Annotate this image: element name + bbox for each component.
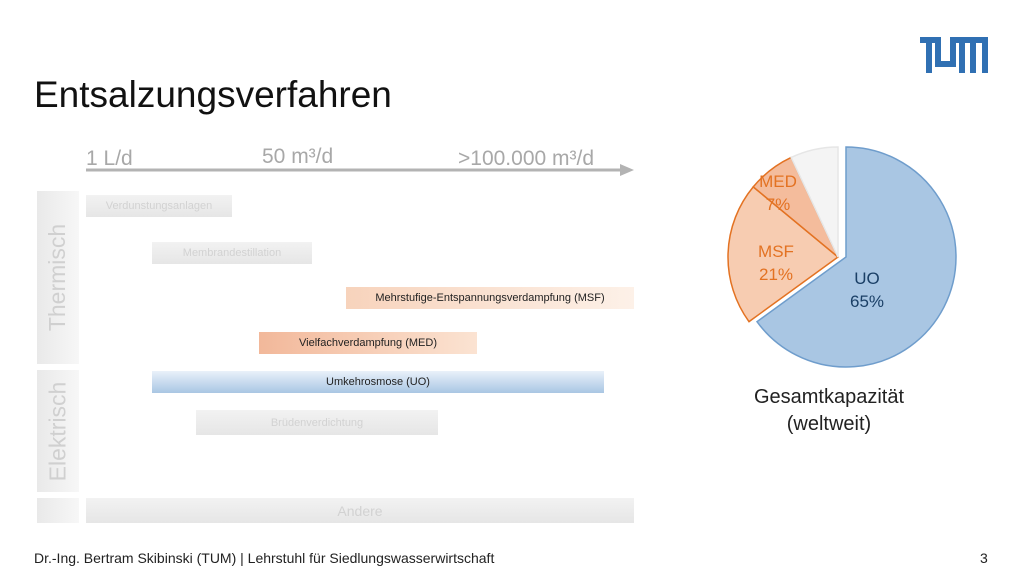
- pie-label-uo: UO 65%: [832, 267, 902, 313]
- process-bruedenverdichtung: Brüdenverdichtung: [196, 410, 438, 435]
- category-electric: Elektrisch: [37, 370, 79, 492]
- category-thermal: Thermisch: [37, 191, 79, 364]
- category-other: [37, 498, 79, 523]
- pie-label-med-value: 7%: [765, 195, 791, 214]
- pie-caption: Gesamtkapazität (weltweit): [712, 384, 946, 438]
- pie-caption-line1: Gesamtkapazität: [753, 386, 905, 408]
- pie-label-uo-value: 65%: [849, 292, 885, 311]
- pie-slice-msf: [727, 185, 840, 323]
- page-number: 3: [980, 550, 988, 566]
- capacity-pie-chart: [727, 146, 957, 368]
- category-electric-label: Elektrisch: [44, 381, 71, 481]
- slide-title: Entsalzungsverfahren: [34, 74, 392, 115]
- process-andere: Andere: [86, 498, 634, 523]
- scale-label-high: >100.000 m³/d: [458, 147, 595, 170]
- process-verdunstungsanlagen: Verdunstungsanlagen: [86, 195, 232, 217]
- process-med: Vielfachverdampfung (MED): [259, 332, 477, 354]
- footer-text: Dr.-Ing. Bertram Skibinski (TUM) | Lehrs…: [34, 550, 495, 566]
- process-uo: Umkehrosmose (UO): [152, 371, 604, 393]
- scale-label-mid: 50 m³/d: [262, 145, 334, 168]
- pie-label-med: MED 7%: [743, 170, 813, 216]
- pie-slice-other: [790, 146, 839, 258]
- scale-label-low: 1 L/d: [86, 147, 133, 170]
- pie-slice-uo: [755, 146, 957, 368]
- process-membrandestillation: Membrandestillation: [152, 242, 312, 264]
- scale-arrow-icon: [86, 164, 634, 176]
- category-thermal-label: Thermisch: [44, 223, 71, 332]
- tum-logo: [920, 37, 988, 73]
- pie-label-uo-name: UO: [854, 269, 880, 288]
- pie-label-msf-name: MSF: [758, 242, 794, 261]
- pie-caption-line2: (weltweit): [786, 413, 872, 435]
- process-msf: Mehrstufige-Entspannungsverdampfung (MSF…: [346, 287, 634, 309]
- pie-label-msf: MSF 21%: [741, 240, 811, 286]
- pie-label-msf-value: 21%: [758, 265, 794, 284]
- pie-label-med-name: MED: [759, 172, 797, 191]
